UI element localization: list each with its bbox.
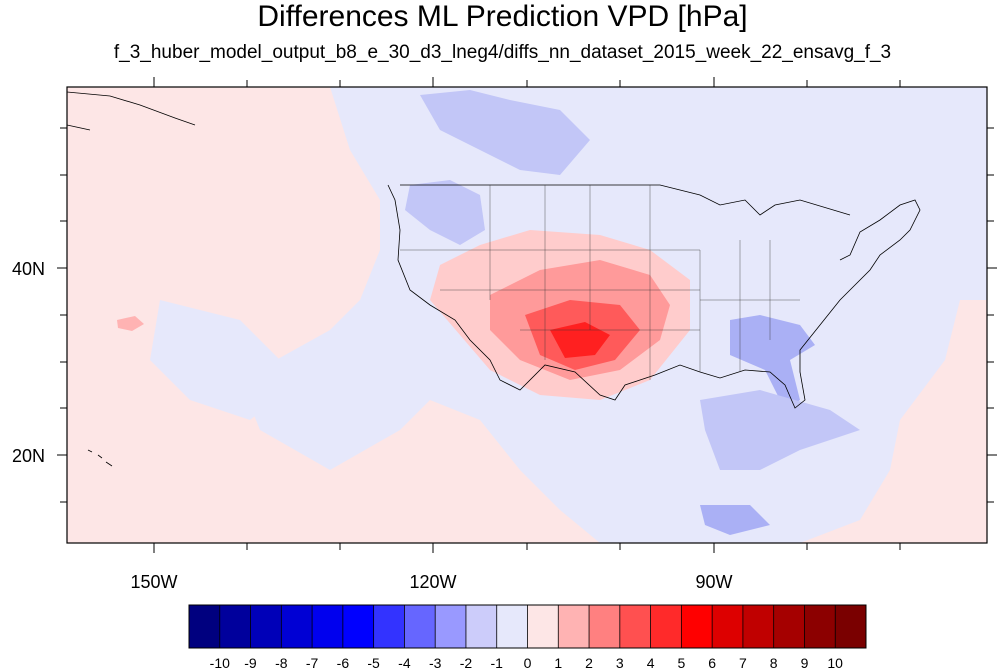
colorbar-tick-label: -8 — [275, 655, 288, 671]
pacific-red-spot — [117, 316, 144, 331]
colorbar-tick-label: 2 — [585, 655, 593, 671]
colorbar-swatch — [496, 605, 528, 648]
lat-ticks — [57, 127, 997, 503]
map-title: Differences ML Prediction VPD [hPa] — [257, 0, 748, 33]
southeast-blue-blob — [730, 315, 815, 410]
colorbar-tick-label: -6 — [336, 655, 350, 671]
colorbar-swatch — [465, 605, 498, 648]
colorbar-swatch — [558, 605, 590, 648]
colorbar-tick-label: -5 — [367, 655, 380, 671]
colorbar-swatch — [527, 605, 559, 648]
colorbar-swatch — [312, 605, 344, 648]
lon-label-120w: 120W — [409, 572, 457, 592]
colorbar-tick-label: -7 — [305, 655, 319, 671]
colorbar-tick-label: -4 — [398, 655, 411, 671]
lon-ticks — [153, 77, 901, 553]
southwest-peak-red-region — [550, 322, 610, 358]
colorbar-swatch — [404, 605, 436, 648]
colorbar-tick-label: 1 — [554, 655, 563, 671]
central-america-blue-blob — [700, 505, 770, 535]
colorbar-tick-label: 3 — [615, 655, 624, 671]
hawaii-islands — [87, 449, 113, 467]
colorbar-tick-label: -3 — [428, 655, 442, 671]
north-america-coastline — [387, 184, 921, 409]
colorbar-swatch — [250, 605, 282, 648]
colorbar-swatch — [773, 605, 805, 648]
colorbar-tick-label: 10 — [827, 655, 843, 671]
colorbar-swatch — [189, 605, 221, 648]
colorbar-swatch — [619, 605, 652, 648]
colorbar-tick-label: 6 — [708, 655, 716, 671]
lat-label-40n: 40N — [12, 259, 46, 279]
colorbar-swatch — [342, 605, 375, 648]
map-subtitle: f_3_huber_model_output_b8_e_30_d3_lneg4/… — [113, 42, 892, 63]
pacific-northwest-blue-blob — [405, 180, 485, 245]
colorbar-swatch — [712, 605, 744, 648]
colorbar-swatch — [681, 605, 713, 648]
colorbar-swatch — [835, 605, 867, 648]
colorbar-swatch — [435, 605, 467, 648]
lat-label-20n: 20N — [12, 446, 46, 466]
state-borders — [400, 185, 800, 380]
lon-label-150w: 150W — [130, 572, 178, 592]
colorbar-tick-label: 8 — [769, 655, 778, 671]
colorbar — [188, 604, 867, 649]
colorbar-swatch — [281, 605, 313, 648]
colorbar-tick-label: 7 — [738, 655, 747, 671]
map-plot-area — [67, 87, 987, 543]
colorbar-tick-label: -9 — [244, 655, 257, 671]
colorbar-tick-label: 0 — [523, 655, 532, 671]
colorbar-tick-label: -2 — [459, 655, 473, 671]
caribbean-blue-blob — [700, 390, 860, 470]
colorbar-tick-label: 9 — [800, 655, 809, 671]
pacific-negative-patch — [150, 300, 300, 420]
colorbar-swatch — [589, 605, 621, 648]
colorbar-frame — [188, 604, 867, 649]
alaska-coastline — [67, 91, 196, 131]
colorbar-swatch — [650, 605, 682, 648]
canada-blue-blob — [420, 90, 590, 175]
colorbar-swatch — [373, 605, 405, 648]
colorbar-swatch — [219, 605, 252, 648]
colorbar-tick-label: 5 — [677, 655, 686, 671]
colorbar-tick-label: 4 — [646, 655, 655, 671]
colorbar-tick-label: -10 — [209, 655, 230, 671]
colorbar-tick-label: -1 — [490, 655, 503, 671]
us-canada-border — [400, 184, 851, 216]
lon-label-90w: 90W — [695, 572, 733, 592]
colorbar-swatch — [742, 605, 775, 648]
colorbar-swatch — [804, 605, 836, 648]
